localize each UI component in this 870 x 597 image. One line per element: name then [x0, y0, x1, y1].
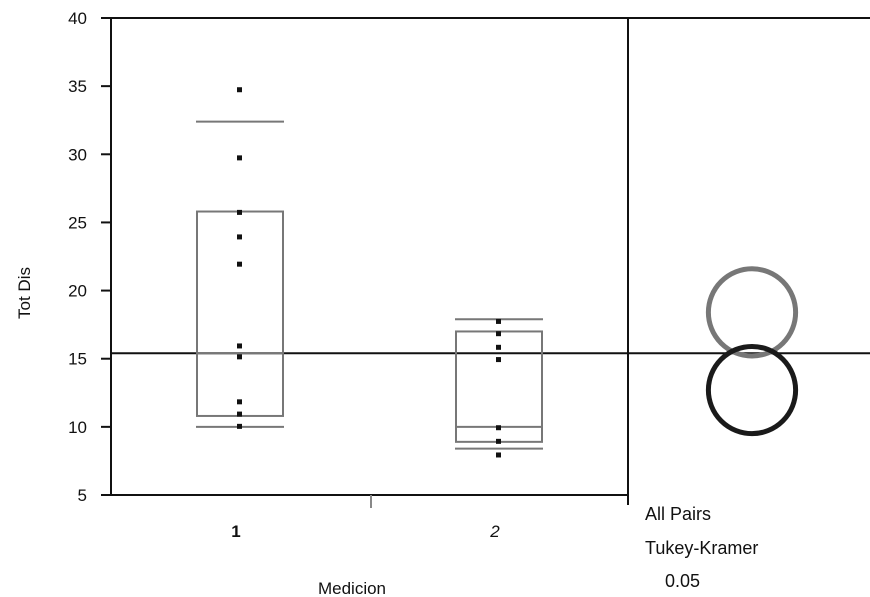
data-point	[496, 439, 501, 444]
y-tick-label: 15	[68, 350, 87, 369]
data-point	[237, 399, 242, 404]
comparison-circles	[708, 269, 795, 434]
data-point	[237, 412, 242, 417]
y-tick-label: 40	[68, 9, 87, 28]
box	[197, 212, 283, 416]
data-point	[496, 357, 501, 362]
y-tick-label: 5	[78, 486, 87, 505]
y-tick-label: 35	[68, 77, 87, 96]
data-point	[237, 343, 242, 348]
annotation-line-3: 0.05	[665, 571, 700, 591]
y-tick-label: 20	[68, 282, 87, 301]
comparison-circle-2	[708, 346, 795, 433]
data-point	[237, 262, 242, 267]
data-point	[237, 354, 242, 359]
data-point	[496, 319, 501, 324]
comparison-circle-1	[708, 269, 795, 356]
box-plots	[196, 122, 543, 449]
data-point	[237, 155, 242, 160]
y-tick-label: 25	[68, 213, 87, 232]
x-tick-label: 1	[231, 522, 240, 541]
x-tick-label: 2	[489, 522, 500, 541]
x-axis-title: Medicion	[318, 579, 386, 597]
data-points	[237, 87, 501, 457]
data-point	[496, 331, 501, 336]
y-tick-label: 10	[68, 418, 87, 437]
data-point	[237, 210, 242, 215]
data-point	[496, 425, 501, 430]
data-point	[496, 345, 501, 350]
annotation-line-1: All Pairs	[645, 504, 711, 524]
data-point	[237, 424, 242, 429]
annotation-line-2: Tukey-Kramer	[645, 538, 758, 558]
y-axis-title: Tot Dis	[15, 267, 34, 319]
y-axis: 5 10 15 20 25 30 35 40	[68, 9, 111, 505]
data-point	[237, 234, 242, 239]
data-point	[237, 87, 242, 92]
data-point	[496, 452, 501, 457]
y-tick-label: 30	[68, 145, 87, 164]
